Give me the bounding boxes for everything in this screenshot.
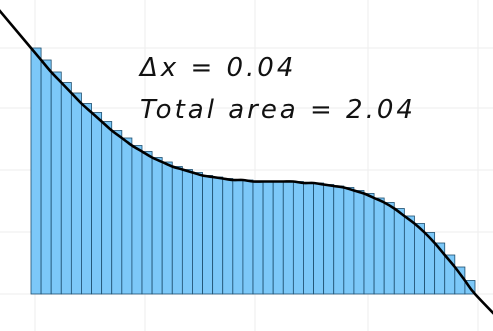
riemann-bar: [272, 181, 284, 295]
riemann-bar: [373, 197, 385, 295]
riemann-bar: [60, 82, 72, 295]
riemann-bar: [50, 71, 62, 295]
riemann-bar: [343, 187, 355, 295]
riemann-bar: [81, 103, 92, 295]
riemann-bar: [242, 179, 254, 295]
riemann-bar: [282, 181, 294, 295]
riemann-bars: [30, 47, 476, 295]
riemann-bar: [303, 182, 314, 295]
riemann-bar: [40, 59, 52, 295]
riemann-bar: [181, 169, 193, 295]
riemann-bar: [131, 145, 143, 295]
riemann-bar: [91, 112, 103, 295]
riemann-bar: [252, 181, 264, 295]
riemann-bar: [222, 178, 234, 295]
riemann-bar: [202, 175, 214, 295]
riemann-bar: [363, 193, 375, 295]
riemann-bar: [171, 166, 183, 295]
riemann-bar: [323, 184, 335, 295]
total-area-annotation: Total area = 2.04: [140, 95, 416, 125]
riemann-bar: [30, 47, 42, 295]
riemann-bar: [192, 172, 203, 295]
riemann-bar: [141, 151, 153, 295]
riemann-bar: [111, 130, 123, 295]
riemann-bar: [151, 157, 163, 295]
riemann-bar: [121, 137, 133, 295]
riemann-bar: [313, 182, 325, 295]
riemann-bar: [212, 176, 224, 295]
riemann-bar: [262, 181, 274, 295]
riemann-bar: [70, 92, 82, 295]
riemann-bar: [232, 179, 244, 295]
dx-annotation: Δx = 0.04: [138, 53, 296, 83]
riemann-bar: [161, 161, 173, 295]
riemann-bar: [101, 121, 113, 295]
riemann-bar: [353, 190, 365, 295]
riemann-bar: [333, 185, 345, 295]
riemann-bar: [414, 223, 425, 295]
riemann-bar: [403, 215, 415, 295]
riemann-bar: [393, 208, 405, 295]
riemann-bar: [292, 181, 304, 295]
riemann-bar: [383, 202, 395, 295]
